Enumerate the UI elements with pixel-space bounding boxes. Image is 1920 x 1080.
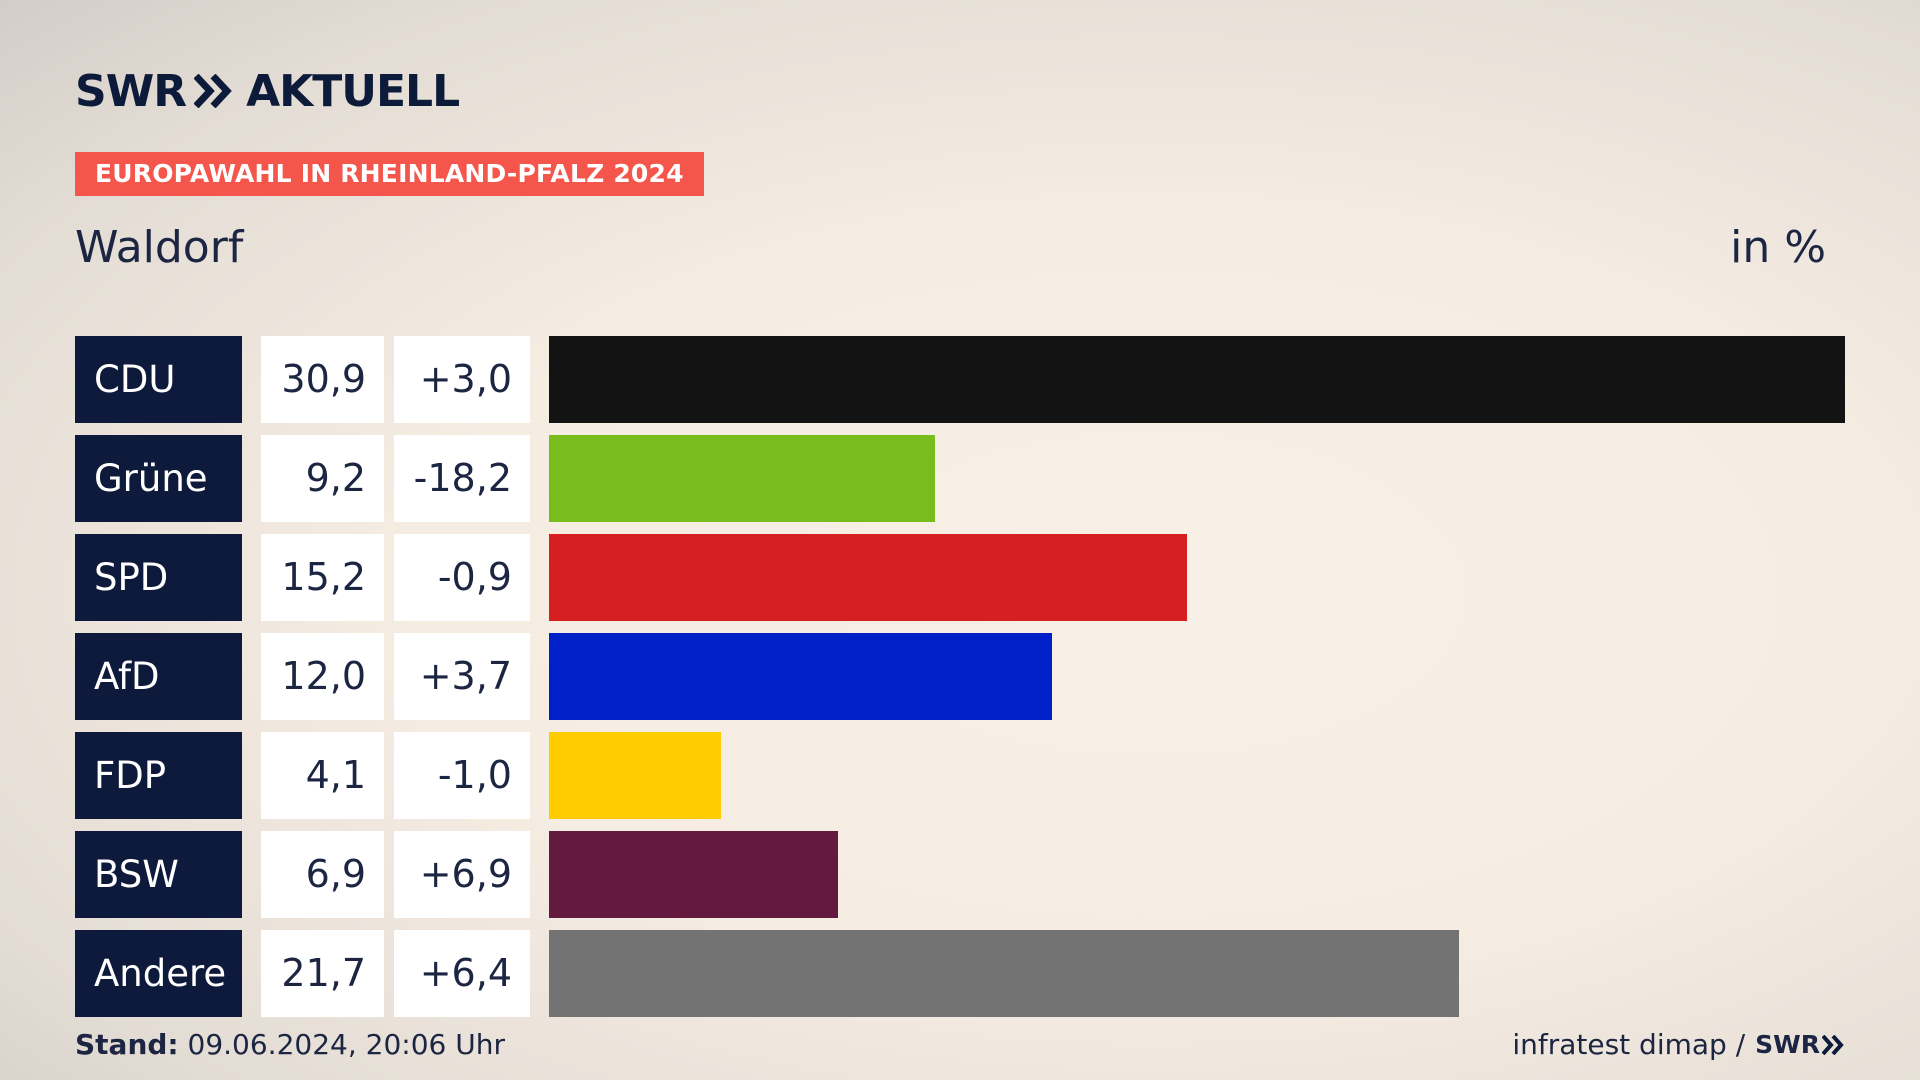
double-chevron-icon: [194, 74, 232, 108]
election-tag: EUROPAWAHL IN RHEINLAND-PFALZ 2024: [75, 152, 704, 196]
chart-row: FDP 4,1 -1,0: [75, 732, 1845, 819]
small-swr-text: SWR: [1755, 1030, 1820, 1059]
diff-label: -1,0: [394, 732, 530, 819]
value-label: 9,2: [261, 435, 384, 522]
value-label: 12,0: [261, 633, 384, 720]
chart-row: Andere 21,7 +6,4: [75, 930, 1845, 1017]
source-credit: infratest dimap / SWR: [1512, 1028, 1844, 1061]
small-swr-logo: SWR: [1755, 1030, 1844, 1059]
bar: [549, 435, 935, 522]
party-label: FDP: [75, 732, 242, 819]
source-text: infratest dimap /: [1512, 1028, 1746, 1061]
bar: [549, 633, 1052, 720]
bar: [549, 831, 838, 918]
stand-value: 09.06.2024, 20:06 Uhr: [178, 1028, 505, 1061]
party-label: CDU: [75, 336, 242, 423]
bar: [549, 930, 1459, 1017]
place-title: Waldorf: [75, 222, 244, 273]
unit-label: in %: [1730, 222, 1826, 273]
chart-row: Grüne 9,2 -18,2: [75, 435, 1845, 522]
party-label: Grüne: [75, 435, 242, 522]
bar: [549, 336, 1845, 423]
diff-label: -0,9: [394, 534, 530, 621]
value-label: 30,9: [261, 336, 384, 423]
party-label: Andere: [75, 930, 242, 1017]
stand-label: Stand:: [75, 1028, 179, 1061]
timestamp: Stand: 09.06.2024, 20:06 Uhr: [75, 1028, 505, 1061]
diff-label: +6,9: [394, 831, 530, 918]
swr-aktuell-logo: SWR AKTUELL: [75, 65, 460, 117]
diff-label: +3,7: [394, 633, 530, 720]
party-label: AfD: [75, 633, 242, 720]
logo-swr-text: SWR: [75, 65, 187, 117]
chart-row: SPD 15,2 -0,9: [75, 534, 1845, 621]
party-label: SPD: [75, 534, 242, 621]
value-label: 4,1: [261, 732, 384, 819]
results-bar-chart: CDU 30,9 +3,0 Grüne 9,2 -18,2 SPD 15,2 -0,9 AfD 12…: [75, 336, 1845, 1017]
chart-row: CDU 30,9 +3,0: [75, 336, 1845, 423]
chart-row: BSW 6,9 +6,9: [75, 831, 1845, 918]
small-chevron-icon: [1822, 1034, 1844, 1055]
diff-label: +3,0: [394, 336, 530, 423]
diff-label: +6,4: [394, 930, 530, 1017]
logo-aktuell-text: AKTUELL: [246, 65, 460, 117]
value-label: 15,2: [261, 534, 384, 621]
party-label: BSW: [75, 831, 242, 918]
value-label: 6,9: [261, 831, 384, 918]
chart-row: AfD 12,0 +3,7: [75, 633, 1845, 720]
bar: [549, 732, 721, 819]
value-label: 21,7: [261, 930, 384, 1017]
diff-label: -18,2: [394, 435, 530, 522]
bar: [549, 534, 1187, 621]
